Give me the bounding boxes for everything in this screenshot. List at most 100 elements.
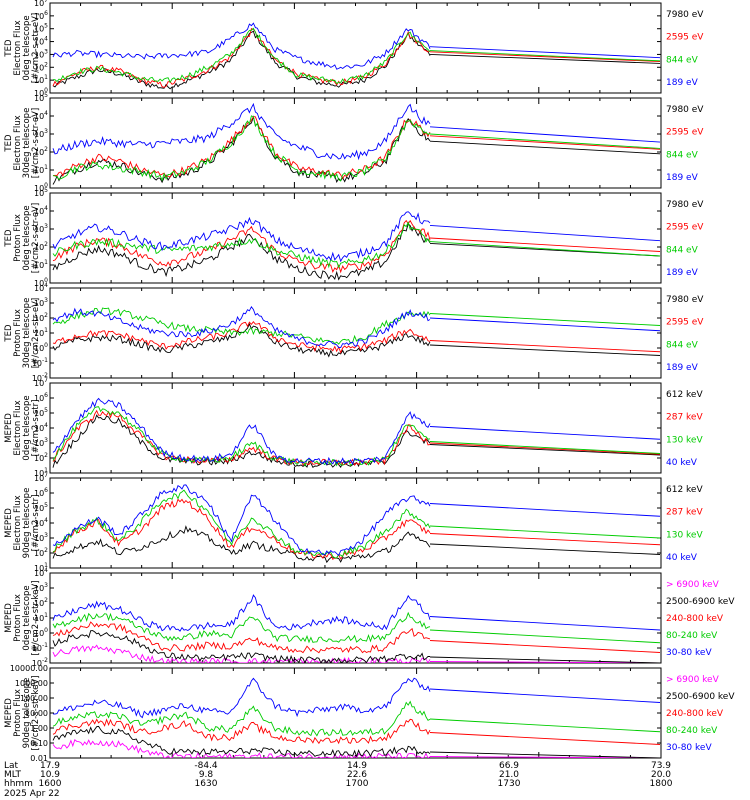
plot-frame [49,477,662,569]
y-axis-title-line: MEPED [4,508,14,538]
y-axis-title-line: [#/cm2-s-str-eV] [31,203,41,273]
y-axis-title-line: 0deg telescope [22,15,32,80]
chart-panel-3: 100 101 102 103 104 105 TED Proton Flux 0deg tel… [4,187,704,288]
legend-entry: 80-240 keV [666,631,718,641]
legend-entry: 7980 eV [666,200,704,210]
legend-entry: 612 keV [666,485,703,495]
y-axis-title-line: 0deg telescope [22,395,32,460]
series-extrapolation [429,426,661,440]
legend-entry: 240-800 keV [666,709,724,719]
y-tick-label: 105 [34,23,48,34]
chart-panel-2: 100 101 102 103 104 105 TED Electron Flux 30deg … [4,92,704,193]
y-tick-label: 101 [34,164,48,175]
footer-row-label: Lat [4,761,19,771]
y-axis-title-line: TED [4,229,14,248]
y-axis-title-line: 0deg telescope [22,205,32,270]
series-extrapolation [429,718,661,733]
legend-entry: 240-800 keV [666,614,724,624]
series-extrapolation [429,732,661,745]
footer-hhmm-value: 1800 [650,779,673,789]
y-axis-title-line: MEPED [4,603,14,633]
y-axis-title-line: [#/cm2-s-str] [31,495,41,552]
legend-entry: 30-80 keV [666,743,712,753]
series-line [52,305,431,349]
series-line [52,22,431,70]
series-extrapolation [429,50,661,62]
series-line [52,739,431,758]
footer-hhmm-value: 1730 [498,779,521,789]
series-extrapolation [429,616,661,631]
legend-entry: 30-80 keV [666,648,712,658]
series-extrapolation [429,688,661,703]
series-line [52,630,431,663]
footer-hhmm-value: 1630 [195,779,218,789]
legend-entry: 40 keV [666,553,698,563]
series-extrapolation [429,503,661,517]
legend-entry: 844 eV [666,55,699,65]
series-line [52,594,431,632]
y-tick-label: 100 [34,182,48,193]
series-line [52,30,431,90]
y-tick-label: 10-1 [32,642,48,653]
legend-entry: 189 eV [666,268,699,278]
y-tick-label: 102 [34,597,48,608]
footer-hhmm-value: 1600 [39,779,62,789]
series-line [52,700,431,737]
y-tick-label: 105 [34,187,48,198]
footer-row-label: MLT [4,770,22,780]
y-axis-title-line: [#/cm2-s-str-keV] [31,581,41,656]
y-tick-label: 100.00 [20,694,48,703]
series-extrapolation [429,340,661,353]
y-tick-label: 105 [34,407,48,418]
series-extrapolation [429,53,661,64]
legend-entry: 2595 eV [666,318,704,328]
y-tick-label: 106 [34,10,48,21]
series-extrapolation [429,441,661,454]
y-tick-label: 107 [34,377,48,388]
y-tick-label: 104 [34,36,48,47]
legend-entry: 130 keV [666,530,703,540]
series-extrapolation [429,344,661,356]
legend-entry: > 6900 keV [666,580,720,590]
y-axis-title-line: TED [4,134,14,153]
series-line [52,115,431,185]
series-extrapolation [429,224,661,242]
footer-hhmm-value: 1700 [346,779,369,789]
y-axis-title-line: 30deg telescope [22,108,32,179]
series-extrapolation [429,543,661,555]
y-tick-label: 10000.00 [10,664,48,673]
series-extrapolation [429,126,661,143]
series-line [52,320,431,354]
y-axis-title-line: Proton Flux [13,594,23,642]
series-extrapolation [429,656,661,663]
series-extrapolation [429,442,661,455]
legend-entry: 2595 eV [666,33,704,43]
y-tick-label: 10.00 [25,709,48,718]
series-extrapolation [429,133,661,149]
series-extrapolation [429,444,661,456]
y-tick-label: 104 [34,282,48,293]
y-axis-title-line: Proton Flux [13,689,23,737]
y-axis-title-line: Electron Flux [13,495,23,550]
y-tick-label: 10-1 [32,357,48,368]
series-extrapolation [429,237,661,252]
series-extrapolation [429,51,661,62]
footer-row-label: hhmm [4,779,33,789]
legend-entry: 7980 eV [666,10,704,20]
y-tick-label: 104 [34,422,48,433]
y-tick-label: 103 [34,223,48,234]
series-line [52,644,431,663]
series-line [52,307,431,345]
y-tick-label: 103 [34,48,48,59]
y-tick-label: 101 [34,562,48,573]
y-tick-label: 100 [34,627,48,638]
footer-mlt-value: 10.9 [40,770,60,780]
y-tick-label: 100 [34,277,48,288]
y-tick-label: 102 [34,146,48,157]
series-line [52,223,431,281]
series-extrapolation [429,241,661,257]
footer-lat-value: 66.9 [499,761,519,771]
series-line [52,27,431,85]
